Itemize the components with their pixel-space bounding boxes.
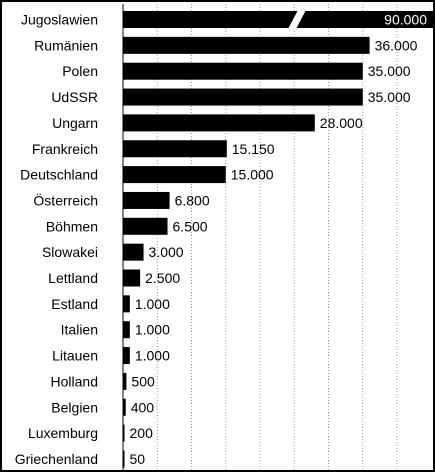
value-label-estland: 1.000 — [135, 296, 170, 312]
category-label-deutschland: Deutschland — [20, 167, 98, 183]
value-label-udssr: 35.000 — [368, 89, 411, 105]
bar-belgien — [123, 398, 126, 416]
value-label-deutschland: 15.000 — [231, 167, 274, 183]
bar-ungarn — [123, 114, 315, 132]
bar-italien — [123, 321, 130, 339]
category-label-estland: Estland — [51, 296, 98, 312]
category-label-österreich: Österreich — [33, 191, 98, 208]
bar-litauen — [123, 347, 130, 365]
bar-holland — [123, 372, 127, 390]
bar-österreich — [123, 191, 170, 209]
category-label-frankreich: Frankreich — [32, 141, 98, 157]
value-label-rumänien: 36.000 — [375, 37, 418, 53]
value-label-frankreich: 15.150 — [232, 141, 275, 157]
category-label-lettland: Lettland — [48, 270, 98, 286]
category-label-rumänien: Rumänien — [34, 37, 98, 53]
value-label-luxemburg: 200 — [130, 425, 154, 441]
bar-rumänien — [123, 36, 370, 54]
bar-luxemburg — [123, 424, 125, 442]
value-label-polen: 35.000 — [368, 63, 411, 79]
category-label-italien: Italien — [61, 322, 98, 338]
bar-deutschland — [123, 166, 226, 184]
value-label-italien: 1.000 — [135, 322, 170, 338]
category-label-ungarn: Ungarn — [52, 115, 98, 131]
value-label-griechenland: 50 — [130, 451, 146, 467]
bar-frankreich — [123, 140, 227, 158]
value-label-holland: 500 — [131, 373, 155, 389]
category-label-litauen: Litauen — [52, 348, 98, 364]
value-label-jugoslawien: 90.000 — [384, 12, 427, 28]
bar-udssr — [123, 88, 363, 106]
category-label-polen: Polen — [62, 63, 98, 79]
category-label-jugoslawien: Jugoslawien — [21, 12, 98, 28]
value-label-böhmen: 6.500 — [173, 218, 208, 234]
category-label-luxemburg: Luxemburg — [28, 425, 98, 441]
category-label-böhmen: Böhmen — [46, 218, 98, 234]
category-label-belgien: Belgien — [51, 399, 98, 415]
bar-böhmen — [123, 217, 168, 235]
value-label-litauen: 1.000 — [135, 348, 170, 364]
value-label-österreich: 6.800 — [175, 192, 210, 208]
value-label-ungarn: 28.000 — [320, 115, 363, 131]
bar-estland — [123, 295, 130, 313]
category-labels: Jugoslawien Rumänien Polen UdSSR Ungarn Frank… — [15, 12, 98, 467]
bar-polen — [123, 62, 363, 80]
axis-break-mark — [288, 10, 306, 29]
value-label-lettland: 2.500 — [145, 270, 180, 286]
bar-slowakei — [123, 243, 144, 261]
value-label-slowakei: 3.000 — [149, 244, 184, 260]
category-label-holland: Holland — [51, 373, 98, 389]
category-label-slowakei: Slowakei — [42, 244, 98, 260]
bar-griechenland — [123, 450, 125, 468]
bar-lettland — [123, 269, 141, 287]
bars-group — [123, 10, 433, 468]
value-labels: 90.000 36.000 35.000 35.000 28.000 15.150 15.0… — [130, 12, 428, 467]
value-label-belgien: 400 — [131, 399, 155, 415]
category-label-griechenland: Griechenland — [15, 451, 98, 467]
bar-jugoslawien — [123, 11, 433, 28]
category-label-udssr: UdSSR — [51, 89, 98, 105]
